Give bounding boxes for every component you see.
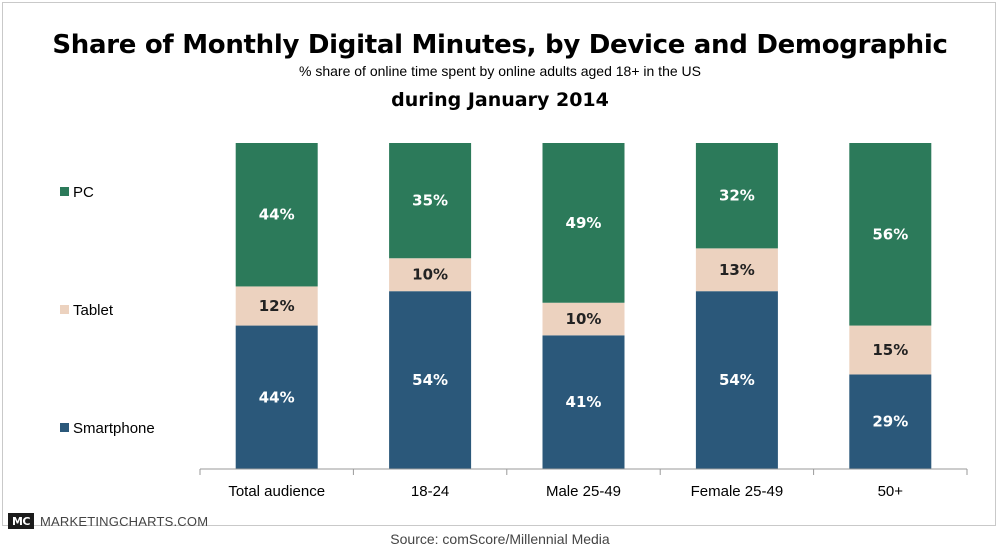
bar-pc-4 (695, 143, 778, 249)
bar-tablet-4 (695, 248, 778, 292)
data-label-smartphone-2: 54% (412, 371, 448, 389)
legend-swatch-pc (60, 187, 69, 196)
bar-smartphone-5 (849, 374, 932, 469)
data-label-smartphone-1: 44% (259, 388, 295, 406)
x-tick-label: 50+ (878, 483, 904, 500)
bar-pc-5 (849, 143, 932, 326)
legend-swatch-smartphone (60, 423, 69, 432)
legend-swatch-tablet (60, 305, 69, 314)
bar-smartphone-3 (542, 335, 625, 469)
data-label-tablet-4: 13% (719, 261, 755, 279)
chart-subtitle: % share of online time spent by online a… (299, 63, 701, 79)
brand[interactable]: MC MARKETINGCHARTS.COM (8, 512, 208, 530)
data-label-smartphone-4: 54% (719, 371, 755, 389)
bar-pc-2 (389, 143, 472, 259)
chart-title: Share of Monthly Digital Minutes, by Dev… (52, 30, 948, 60)
bar-tablet-5 (849, 325, 932, 375)
bar-smartphone-4 (695, 291, 778, 469)
data-label-pc-1: 44% (259, 206, 295, 224)
bar-pc-1 (235, 143, 318, 287)
chart-period: during January 2014 (391, 89, 609, 111)
data-label-tablet-3: 10% (566, 310, 602, 328)
data-label-pc-2: 35% (412, 192, 448, 210)
x-tick-label: Total audience (228, 483, 325, 500)
x-tick-label: Male 25-49 (546, 483, 621, 500)
brand-name: MARKETINGCHARTS.COM (40, 513, 209, 529)
data-label-smartphone-5: 29% (872, 413, 908, 431)
bar-smartphone-1 (235, 325, 318, 469)
data-label-tablet-5: 15% (872, 341, 908, 359)
source-note: Source: comScore/Millennial Media (390, 531, 610, 547)
data-label-pc-4: 32% (719, 187, 755, 205)
legend-label-tablet: Tablet (73, 302, 114, 319)
legend-label-pc: PC (73, 184, 94, 201)
bar-pc-3 (542, 143, 625, 303)
x-tick-label: 18-24 (411, 483, 449, 500)
legend-label-smartphone: Smartphone (73, 420, 155, 437)
brand-logo-icon: MC (8, 513, 34, 529)
x-tick-label: Female 25-49 (691, 483, 784, 500)
data-label-pc-3: 49% (566, 214, 602, 232)
chart-frame (2, 2, 996, 526)
data-label-tablet-1: 12% (259, 297, 295, 315)
bar-tablet-2 (389, 258, 472, 292)
data-label-pc-5: 56% (872, 225, 908, 243)
bar-tablet-3 (542, 302, 625, 336)
bar-tablet-1 (235, 286, 318, 326)
bar-smartphone-2 (389, 291, 472, 469)
data-label-tablet-2: 10% (412, 266, 448, 284)
data-label-smartphone-3: 41% (566, 393, 602, 411)
